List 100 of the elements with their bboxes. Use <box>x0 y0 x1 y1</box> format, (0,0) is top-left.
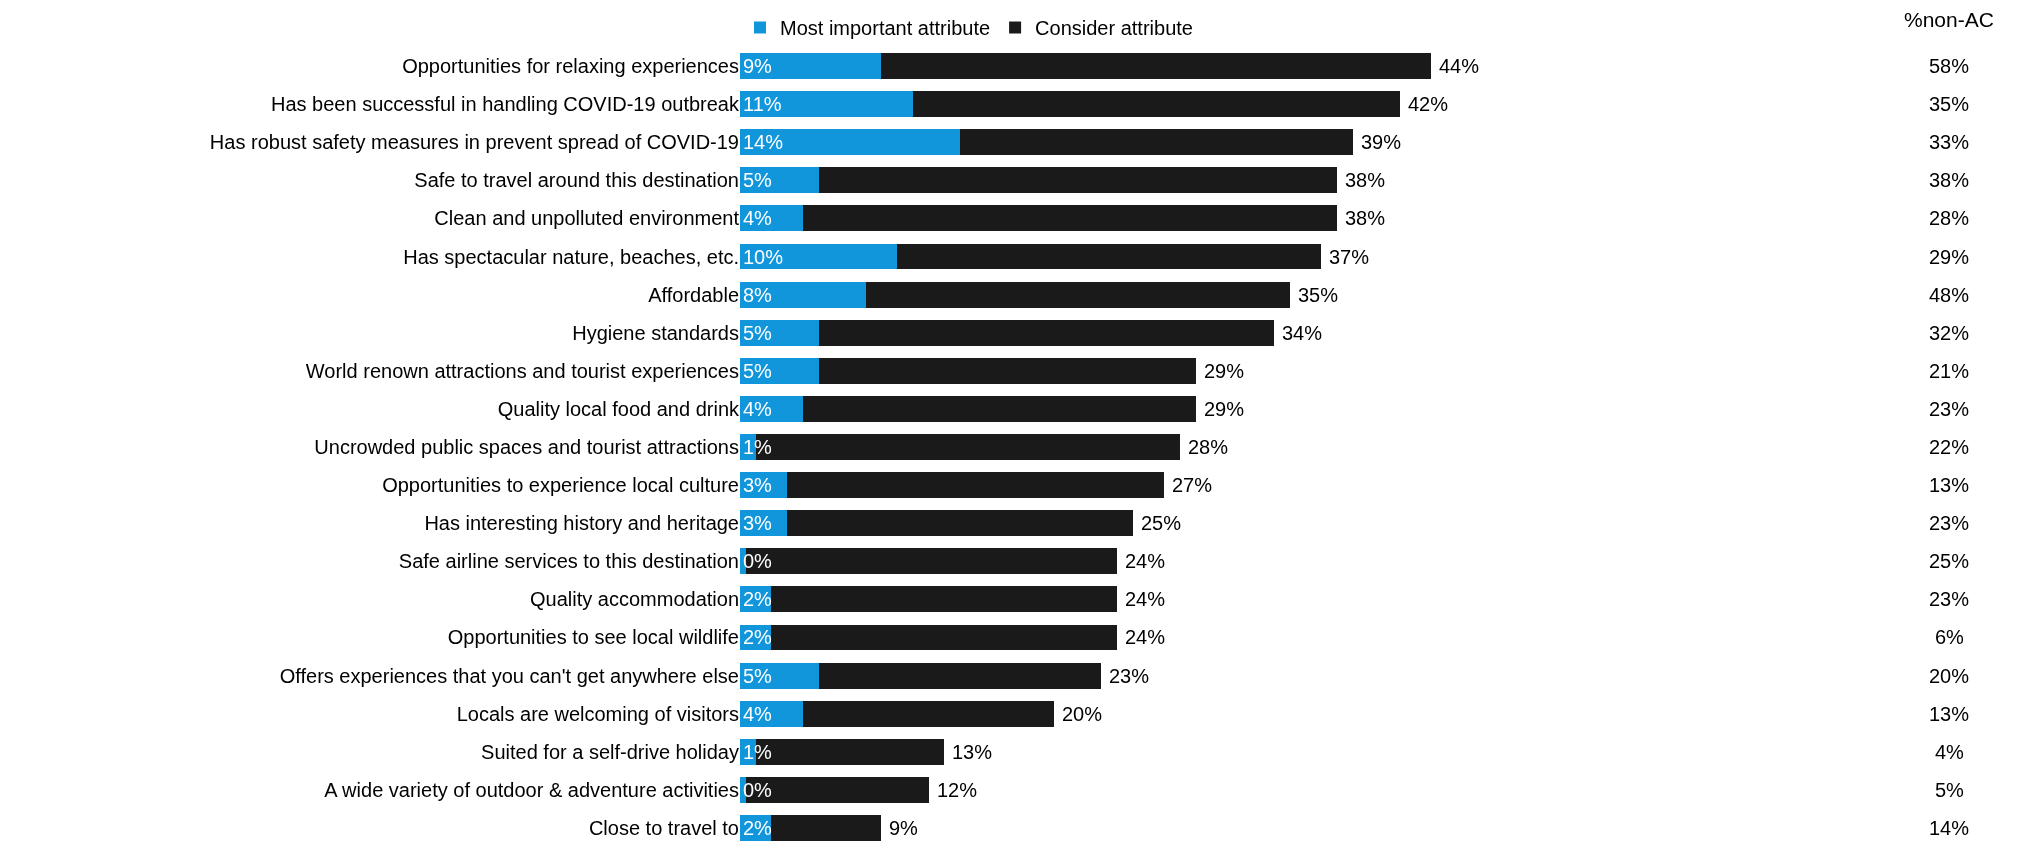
bar <box>802 700 1055 727</box>
y-tick-label: Hygiene standards <box>572 321 739 344</box>
bar <box>787 472 1165 499</box>
total-label: 44% <box>1439 55 1480 77</box>
data-label: 9% <box>743 55 773 77</box>
text: 13% <box>1929 703 1970 725</box>
data-label: 2% <box>743 588 773 610</box>
total-label: 42% <box>1408 93 1449 115</box>
data-label: 14% <box>743 131 784 153</box>
text: 38% <box>1929 169 1970 191</box>
total-label: 24% <box>1125 626 1166 648</box>
bar <box>771 815 882 841</box>
text: 48% <box>1929 284 1970 306</box>
bar <box>818 167 1338 194</box>
data-label: 4% <box>743 398 773 420</box>
y-tick-label: Has interesting history and heritage <box>424 512 739 535</box>
bar <box>960 129 1353 156</box>
bar <box>897 243 1322 270</box>
total-label: 13% <box>952 741 993 763</box>
text: 4% <box>1935 741 1965 763</box>
y-tick-label: A wide variety of outdoor & adventure activities <box>324 778 739 801</box>
data-label: 3% <box>743 512 773 534</box>
total-label: 34% <box>1282 322 1323 344</box>
data-label: 5% <box>743 169 773 191</box>
y-tick-label: Quality accommodation <box>530 588 739 611</box>
legend-label: Most important attribute <box>780 17 991 40</box>
bar <box>740 129 961 156</box>
data-label: 10% <box>743 246 784 268</box>
text: 21% <box>1929 360 1970 382</box>
text: 20% <box>1929 665 1970 687</box>
y-tick-label: World renown attractions and tourist experiences <box>305 359 739 382</box>
text: 22% <box>1929 436 1970 458</box>
text: 25% <box>1929 550 1970 572</box>
total-label: 23% <box>1109 665 1150 687</box>
y-tick-label: Has robust safety measures in prevent spread of COVID-19 <box>209 131 739 154</box>
total-label: 39% <box>1361 131 1402 153</box>
data-label: 8% <box>743 284 773 306</box>
y-tick-label: Affordable <box>648 283 739 306</box>
y-tick-label: Offers experiences that you can't get anywhere else <box>279 664 739 687</box>
total-label: 27% <box>1172 474 1213 496</box>
text: 5% <box>1935 779 1965 801</box>
total-label: 37% <box>1329 246 1370 268</box>
y-tick-label: Has spectacular nature, beaches, etc. <box>403 245 739 268</box>
y-tick-label: Quality local food and drink <box>497 397 740 420</box>
bar <box>740 319 819 346</box>
y-tick-label: Opportunities to experience local culture <box>382 474 739 497</box>
bar <box>740 167 819 194</box>
text: 23% <box>1929 512 1970 534</box>
text: 58% <box>1929 55 1970 77</box>
bar <box>740 281 866 308</box>
bar <box>818 357 1196 384</box>
text: 13% <box>1929 474 1970 496</box>
bar <box>740 662 819 689</box>
bar <box>865 281 1291 308</box>
total-label: 29% <box>1204 360 1245 382</box>
data-label: 11% <box>743 93 782 115</box>
data-label: 5% <box>743 360 773 382</box>
text: 33% <box>1929 131 1970 153</box>
data-label: 5% <box>743 665 773 687</box>
total-label: 35% <box>1298 284 1339 306</box>
legend-label: Consider attribute <box>1035 17 1193 40</box>
data-label: 4% <box>743 207 773 229</box>
text: 23% <box>1929 588 1970 610</box>
data-label: 3% <box>743 474 773 496</box>
bar <box>912 91 1401 118</box>
text: 29% <box>1929 246 1970 268</box>
total-label: 38% <box>1345 169 1386 191</box>
y-tick-label: Close to travel to <box>588 816 739 839</box>
total-label: 20% <box>1062 703 1103 725</box>
text: 35% <box>1929 93 1970 115</box>
bar <box>881 53 1432 79</box>
data-label: 2% <box>743 626 773 648</box>
y-tick-label: Safe to travel around this destination <box>414 169 739 192</box>
y-tick-label: Opportunities to see local wildlife <box>447 626 739 649</box>
text: 32% <box>1929 322 1970 344</box>
total-label: 24% <box>1125 550 1166 572</box>
y-tick-label: Suited for a self-drive holiday <box>481 740 739 763</box>
text: 6% <box>1935 626 1965 648</box>
bar <box>740 53 882 79</box>
y-tick-label: Clean and unpolluted environment <box>434 207 740 230</box>
bar <box>818 319 1275 346</box>
text: %non-AC <box>1904 8 1994 31</box>
text: 23% <box>1929 398 1970 420</box>
bar <box>740 91 913 118</box>
y-tick-label: Uncrowded public spaces and tourist attractions <box>314 436 739 458</box>
text: 14% <box>1929 817 1970 839</box>
total-label: 25% <box>1141 512 1182 534</box>
total-label: 29% <box>1204 398 1245 420</box>
data-label: 2% <box>743 817 773 839</box>
y-tick-label: Opportunities for relaxing experiences <box>402 55 739 78</box>
bar <box>740 357 819 384</box>
data-label: 5% <box>743 322 773 344</box>
bar <box>802 205 1338 232</box>
data-label: 4% <box>743 703 773 725</box>
bar <box>818 662 1102 689</box>
y-tick-label: Locals are welcoming of visitors <box>456 702 739 725</box>
y-tick-label: Safe airline services to this destination <box>398 550 739 573</box>
bar <box>771 586 1118 613</box>
total-label: 24% <box>1125 588 1166 610</box>
bar <box>771 624 1118 651</box>
